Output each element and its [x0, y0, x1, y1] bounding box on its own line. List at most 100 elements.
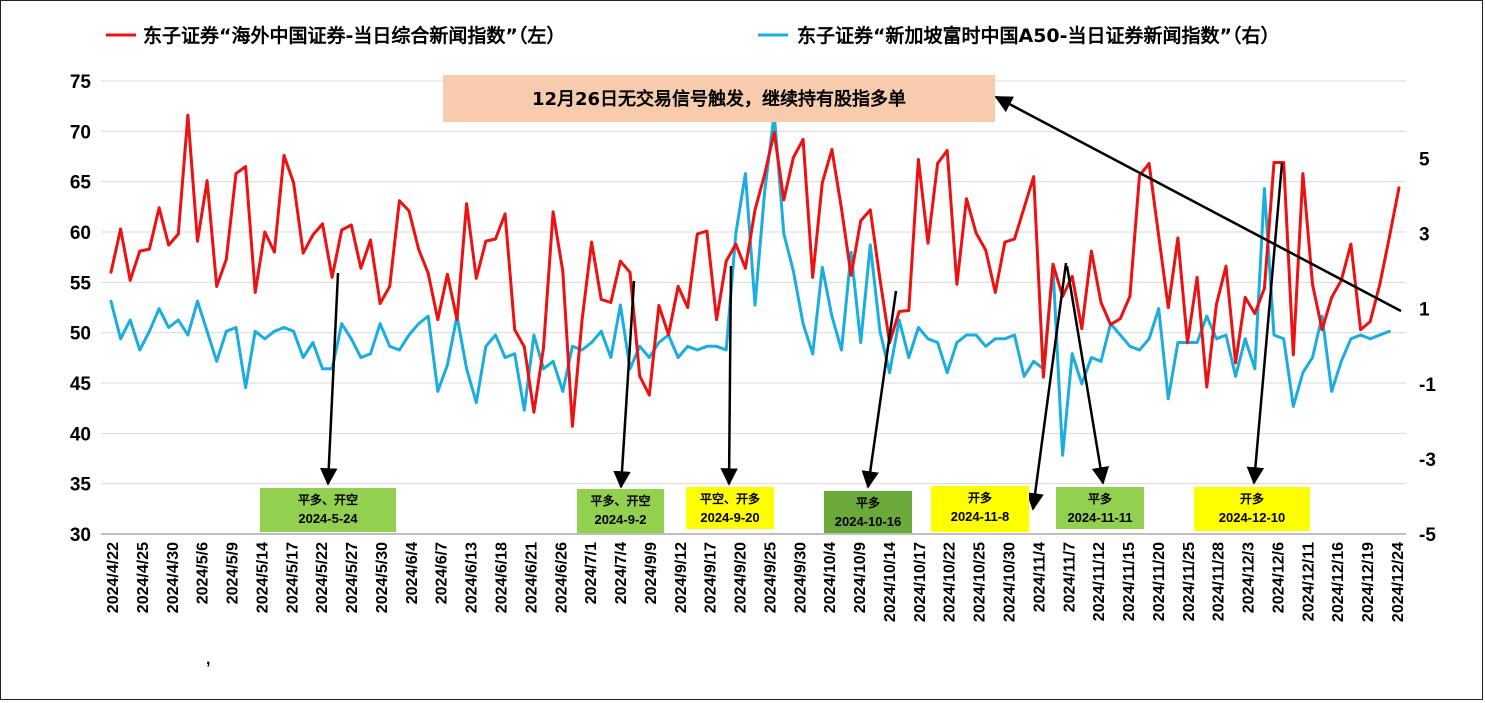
data-point: [1090, 249, 1093, 253]
data-point: [955, 282, 959, 286]
data-point: [820, 266, 824, 269]
y-axis-left: 75 70 65 60 55 50 45 40 35 30: [70, 72, 92, 546]
annotation-bg: [824, 491, 912, 533]
data-point: [1195, 275, 1199, 279]
data-point: [878, 329, 882, 333]
data-point: [561, 389, 565, 393]
data-point: [244, 386, 248, 389]
data-point: [513, 328, 517, 331]
data-point: [446, 272, 449, 276]
data-point: [1339, 359, 1343, 363]
data-point: [398, 199, 401, 203]
data-point: [1051, 262, 1055, 266]
data-point: [1099, 301, 1103, 304]
data-point: [609, 301, 613, 304]
data-point: [772, 130, 776, 134]
data-point: [1388, 235, 1391, 239]
data-point: [965, 333, 968, 337]
data-point: [801, 138, 805, 141]
y-left-tick-label: 35: [70, 475, 92, 496]
data-point: [599, 298, 603, 301]
data-point: [1022, 374, 1026, 378]
data-point: [811, 352, 815, 356]
data-point: [926, 241, 930, 245]
annotation-signal: 平多: [1088, 491, 1112, 506]
data-point: [359, 356, 363, 359]
data-point: [1349, 242, 1353, 246]
data-point: [840, 348, 843, 352]
data-point: [955, 341, 959, 344]
data-point: [1118, 333, 1122, 337]
data-point: [1186, 341, 1189, 345]
x-tick-label: 2024/10/22: [942, 542, 959, 622]
data-point: [1176, 236, 1180, 240]
data-point: [282, 154, 286, 157]
data-point: [878, 277, 882, 281]
data-point: [148, 329, 151, 333]
data-point: [888, 371, 891, 374]
data-point: [647, 393, 651, 397]
data-point: [849, 251, 853, 254]
data-point: [1359, 328, 1362, 331]
data-point: [984, 248, 988, 252]
y-left-tick-label: 40: [70, 424, 91, 445]
annotation-date: 2024-11-8: [951, 509, 1010, 524]
data-point: [657, 304, 661, 307]
data-point: [551, 359, 555, 363]
data-point: [1022, 206, 1026, 210]
annotation-arrows: [320, 95, 1402, 511]
data-point: [936, 341, 939, 344]
data-point: [503, 356, 507, 359]
data-point: [849, 273, 853, 277]
annotation-box: 平多 2024-11-11: [1056, 487, 1144, 529]
x-tick-label: 2024/12/16: [1330, 542, 1347, 622]
data-point: [1224, 264, 1228, 268]
data-point: [1311, 356, 1314, 359]
data-point: [638, 374, 642, 378]
data-point: [244, 165, 248, 169]
data-point: [1157, 234, 1161, 238]
legend: 东子证券“海外中国证券-当日综合新闻指数”（左） 东子证券“新加坡富时中国A50…: [106, 24, 1280, 47]
data-point: [1263, 187, 1266, 191]
data-point: [590, 240, 593, 244]
data-point: [484, 239, 488, 243]
data-point: [715, 318, 718, 321]
data-point: [917, 158, 920, 161]
y-right-tick-label: -3: [1419, 450, 1436, 471]
data-point: [436, 389, 440, 393]
data-point: [455, 318, 459, 321]
data-point: [234, 172, 238, 176]
data-point: [542, 346, 545, 350]
annotation-arrow: [1026, 262, 1068, 511]
x-tick-label: 2024/6/26: [553, 542, 570, 613]
annotation-box: 开多 2024-11-8: [931, 486, 1029, 532]
y-right-tick-label: -5: [1419, 525, 1436, 546]
data-point: [1349, 337, 1353, 341]
annotation-date: 2024-12-10: [1219, 510, 1286, 525]
x-axis: 2024/4/22 2024/4/25 2024/4/30 2024/5/6 2024/…: [105, 542, 1407, 668]
data-point: [907, 309, 911, 312]
data-point: [1272, 161, 1276, 164]
data-point: [859, 341, 863, 344]
x-tick-label: 2024/4/30: [165, 542, 182, 613]
data-point: [196, 239, 199, 243]
data-point: [311, 341, 315, 344]
data-point: [253, 329, 257, 333]
data-point: [811, 275, 815, 279]
data-point: [1157, 307, 1161, 311]
data-point: [1147, 337, 1151, 341]
y-left-tick-label: 60: [70, 223, 91, 244]
data-point: [157, 307, 161, 311]
data-point: [782, 198, 786, 202]
data-point: [744, 172, 747, 176]
annotation-box: 开多 2024-12-10: [1194, 487, 1310, 531]
data-point: [330, 275, 334, 279]
data-point: [1080, 327, 1084, 330]
data-point: [426, 314, 430, 318]
data-point: [494, 333, 497, 337]
data-point: [840, 207, 843, 211]
data-point: [186, 113, 190, 117]
data-point: [273, 250, 276, 254]
x-tick-label: 2024/9/12: [673, 542, 690, 613]
